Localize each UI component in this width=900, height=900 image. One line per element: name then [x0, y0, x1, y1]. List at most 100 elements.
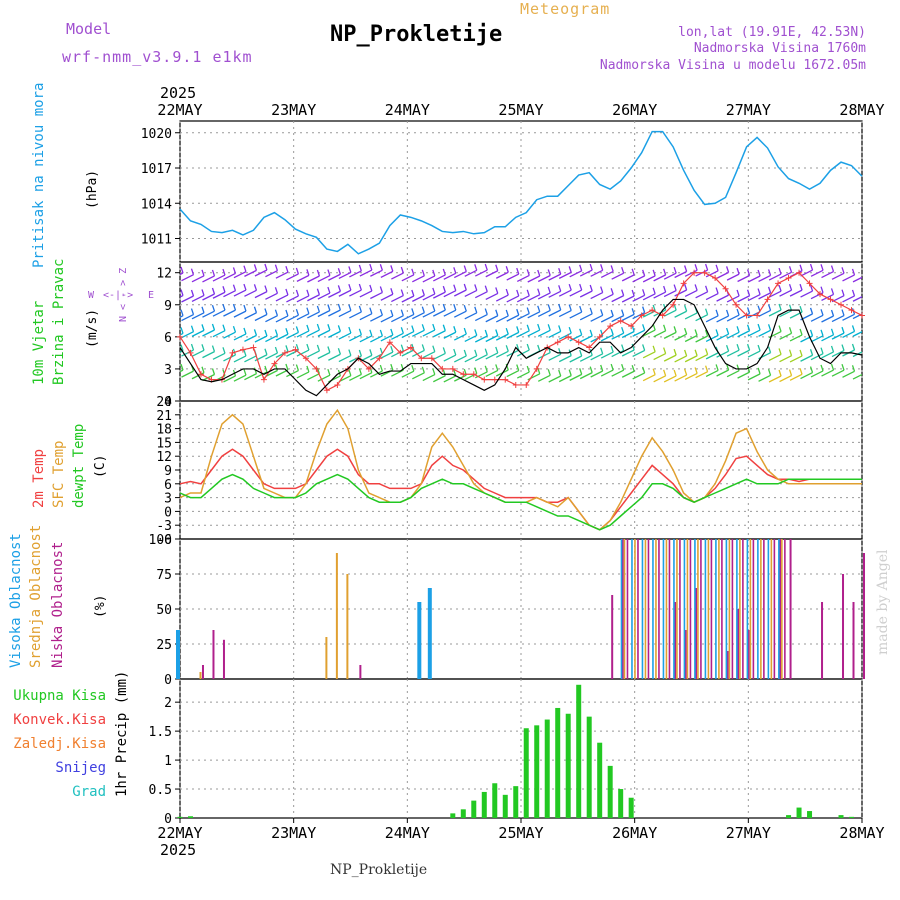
wind-barb-flag [558, 369, 562, 377]
high-cloud-bar [631, 539, 633, 679]
wind-barb-flag [610, 345, 614, 353]
wind-gust-marker [177, 333, 183, 340]
wind-barb [265, 292, 278, 300]
wind-barb [265, 369, 278, 378]
wind-barb [579, 372, 593, 380]
wind-barb-flag [579, 349, 583, 357]
model-value: wrf-nmm_v3.9.1 e1km [62, 48, 253, 66]
wind-barb [653, 309, 666, 317]
mid-cloud-bar [634, 539, 636, 679]
wind-gust-marker [428, 355, 435, 362]
wind-barb-flag [589, 307, 593, 314]
wind-gust-marker [418, 355, 425, 362]
wind-barb-flag [453, 267, 457, 274]
x-tick-label-bottom: 23MAY [271, 824, 316, 842]
wind-gust-marker [323, 387, 330, 394]
wind-barb [842, 330, 855, 338]
wind-barb [579, 269, 593, 277]
x-tick-label-bottom: 24MAY [385, 824, 430, 842]
wind-barb [516, 274, 530, 283]
wind-barb-flag [348, 369, 352, 376]
y-tick-label: 6 [164, 478, 172, 493]
mid-cloud-bar [199, 672, 202, 679]
wind-barb-flag [316, 344, 321, 352]
wind-gust-marker [281, 349, 288, 356]
precip-bar [481, 791, 487, 818]
y-tick-label: 50 [156, 603, 172, 618]
wind-barb-flag [432, 304, 436, 312]
wind-barb-flag [830, 265, 835, 272]
wind-barb-flag [621, 344, 625, 351]
wind-barb-flag [631, 289, 635, 297]
wind-barb [558, 310, 572, 318]
wind-barb [370, 291, 383, 300]
wind-barb-flag [180, 363, 184, 371]
wind-barb-flag [285, 363, 289, 371]
high-cloud-bar [767, 539, 770, 679]
wind-barb [737, 349, 750, 357]
wind-barb [684, 269, 698, 277]
wind-gust-marker [565, 333, 572, 340]
mid-cloud-bar [644, 539, 647, 679]
wind-barb [611, 369, 624, 377]
precip-bar [807, 811, 813, 818]
wind-barb-flag [201, 269, 205, 277]
precip-bar [586, 716, 592, 818]
low-cloud-bar [668, 539, 671, 679]
wind-barb [548, 290, 562, 298]
wind-barb [831, 349, 845, 358]
wind-barb-flag [306, 289, 310, 297]
wind-barb-flag [809, 284, 814, 292]
wind-barb-flag [673, 326, 677, 333]
wind-barb [569, 373, 582, 381]
low-cloud-bar [689, 539, 692, 679]
wind-barb-flag [767, 304, 772, 311]
wind-barb [726, 331, 740, 339]
wind-barb [674, 333, 687, 341]
wind-barb [317, 351, 331, 360]
wind-barb-flag [453, 348, 457, 356]
wind-barb-flag [358, 305, 362, 313]
wind-barb [223, 272, 236, 281]
low-cloud-bar [773, 539, 776, 679]
wind-barb [212, 274, 226, 282]
wind-barb-flag [274, 309, 279, 316]
wind-barb [474, 269, 488, 277]
wind-barb-flag [442, 303, 446, 311]
wind-barb [842, 370, 855, 378]
wind-barb [747, 329, 761, 337]
wind-barb [391, 369, 404, 377]
wind-barb [422, 293, 436, 301]
wind-barb [590, 370, 603, 378]
wind-barb-flag [715, 364, 719, 371]
wind-barb-flag [222, 369, 226, 376]
wind-gust-marker [533, 365, 540, 372]
wind-barb [401, 349, 415, 357]
wind-barb [275, 294, 289, 302]
wind-barb-flag [474, 284, 478, 291]
wind-barb [600, 293, 614, 301]
wind-barb-flag [516, 343, 520, 351]
wind-barb-flag [704, 263, 709, 271]
wind-barb-flag [736, 364, 740, 371]
wind-barb [422, 373, 436, 382]
wind-barb-flag [432, 287, 436, 295]
wind-barb [842, 295, 855, 303]
wind-barb-flag [526, 307, 530, 314]
y-tick-label: 1020 [141, 127, 172, 142]
wind-barb-flag [390, 328, 394, 336]
precip-bar [849, 816, 855, 818]
wind-barb [433, 330, 446, 338]
wind-barb-flag [232, 284, 237, 291]
wind-barb-flag [484, 329, 488, 337]
low-cloud-bar [201, 665, 204, 679]
wind-barb [653, 352, 666, 361]
wind-barb [779, 310, 792, 318]
wind-barb [443, 272, 457, 280]
high-cloud-bar [673, 539, 675, 679]
wind-barb-flag [232, 325, 237, 333]
wind-barb-flag [799, 283, 803, 291]
wind-barb-flag [358, 328, 362, 335]
wind-barb-flag [663, 268, 667, 276]
wind-barb-flag [222, 347, 226, 354]
